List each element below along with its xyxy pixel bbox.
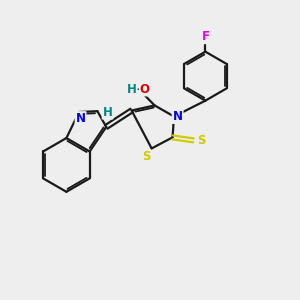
Text: S: S bbox=[197, 134, 206, 147]
Text: H: H bbox=[127, 82, 136, 95]
Text: -: - bbox=[136, 82, 142, 95]
Text: N: N bbox=[172, 110, 183, 123]
Text: N: N bbox=[76, 112, 85, 125]
Text: H: H bbox=[103, 106, 112, 118]
Text: F: F bbox=[201, 30, 209, 43]
Text: S: S bbox=[142, 150, 151, 163]
Text: O: O bbox=[140, 82, 150, 95]
